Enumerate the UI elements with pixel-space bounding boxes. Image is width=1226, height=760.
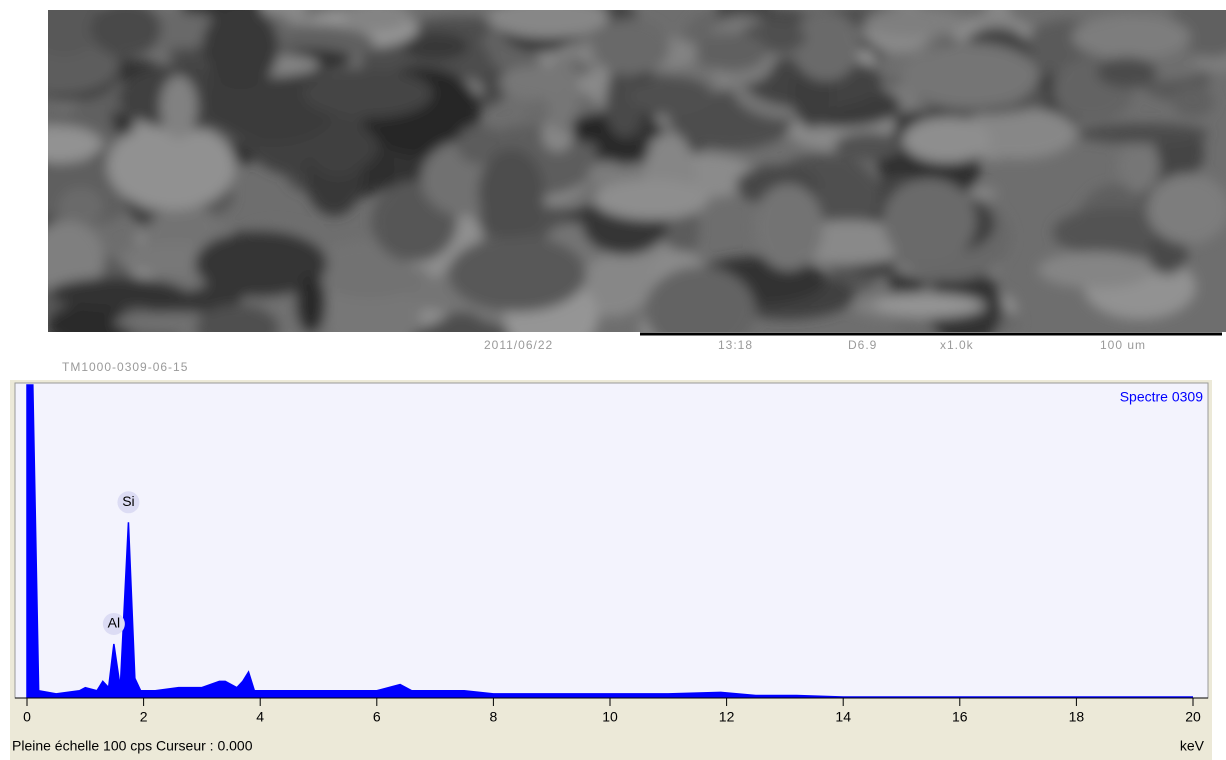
sem-grain [753, 184, 823, 271]
sem-grain [499, 66, 565, 99]
x-tick-label: 6 [373, 709, 381, 725]
x-tick-label: 20 [1185, 709, 1201, 725]
sem-grain [883, 178, 976, 263]
sem-grain [296, 273, 326, 334]
sem-grain [594, 179, 709, 220]
sem-grain [1118, 140, 1159, 193]
sem-distance: D6.9 [848, 338, 877, 352]
sem-scale: 100 um [1100, 338, 1146, 352]
x-tick-label: 10 [602, 709, 618, 725]
sem-grain [792, 11, 860, 81]
screen: 2011/06/22 13:18 D6.9 x1.0k 100 um TM100… [0, 0, 1226, 760]
sem-grain [202, 6, 278, 89]
plot-area [15, 383, 1208, 698]
sem-grain [1147, 174, 1226, 244]
x-tick-label: 0 [23, 709, 31, 725]
legend-entry: Spectre 0309 [1120, 389, 1203, 405]
sem-grain [696, 33, 767, 71]
page: {"sem": {"date": "2011/06/22", "time": "… [0, 0, 1226, 760]
sem-grain [1038, 252, 1152, 288]
sem-grain [160, 75, 197, 138]
sem-grain [90, 1, 161, 57]
sem-grain [902, 117, 991, 163]
sem-grain [1072, 15, 1190, 60]
sem-grain [478, 149, 544, 238]
sem-grain [49, 278, 186, 309]
sem-grain [196, 305, 280, 352]
sem-magnification: x1.0k [940, 338, 974, 352]
sem-date: 2011/06/22 [484, 338, 553, 352]
peak-label: Si [122, 493, 134, 509]
sem-grain [12, 125, 102, 162]
x-tick-label: 12 [719, 709, 735, 725]
x-tick-label: 8 [490, 709, 498, 725]
x-tick-label: 16 [952, 709, 968, 725]
sem-grain [834, 132, 902, 160]
sem-grain [1076, 124, 1209, 144]
x-axis-label: keV [1180, 738, 1205, 754]
sem-grain [1096, 57, 1157, 88]
sem-grain [902, 43, 1040, 108]
x-tick-label: 14 [835, 709, 851, 725]
x-tick-label: 2 [140, 709, 148, 725]
x-tick-label: 18 [1069, 709, 1085, 725]
sem-grain [864, 8, 964, 36]
peak-label: Al [108, 615, 120, 631]
sem-grain [448, 236, 587, 312]
footer: Pleine échelle 100 cps Curseur : 0.000 [12, 738, 253, 754]
sem-grain [874, 294, 980, 316]
sem-time: 13:18 [718, 338, 753, 352]
sem-grain [630, 76, 714, 116]
sem-grain [303, 69, 433, 118]
x-tick-label: 4 [256, 709, 264, 725]
sem-grain [343, 1, 410, 31]
sem-grain [1173, 86, 1215, 117]
sem-grain [591, 19, 669, 75]
sem-file: TM1000-0309-06-15 [62, 360, 188, 374]
sem-grain [58, 187, 103, 225]
